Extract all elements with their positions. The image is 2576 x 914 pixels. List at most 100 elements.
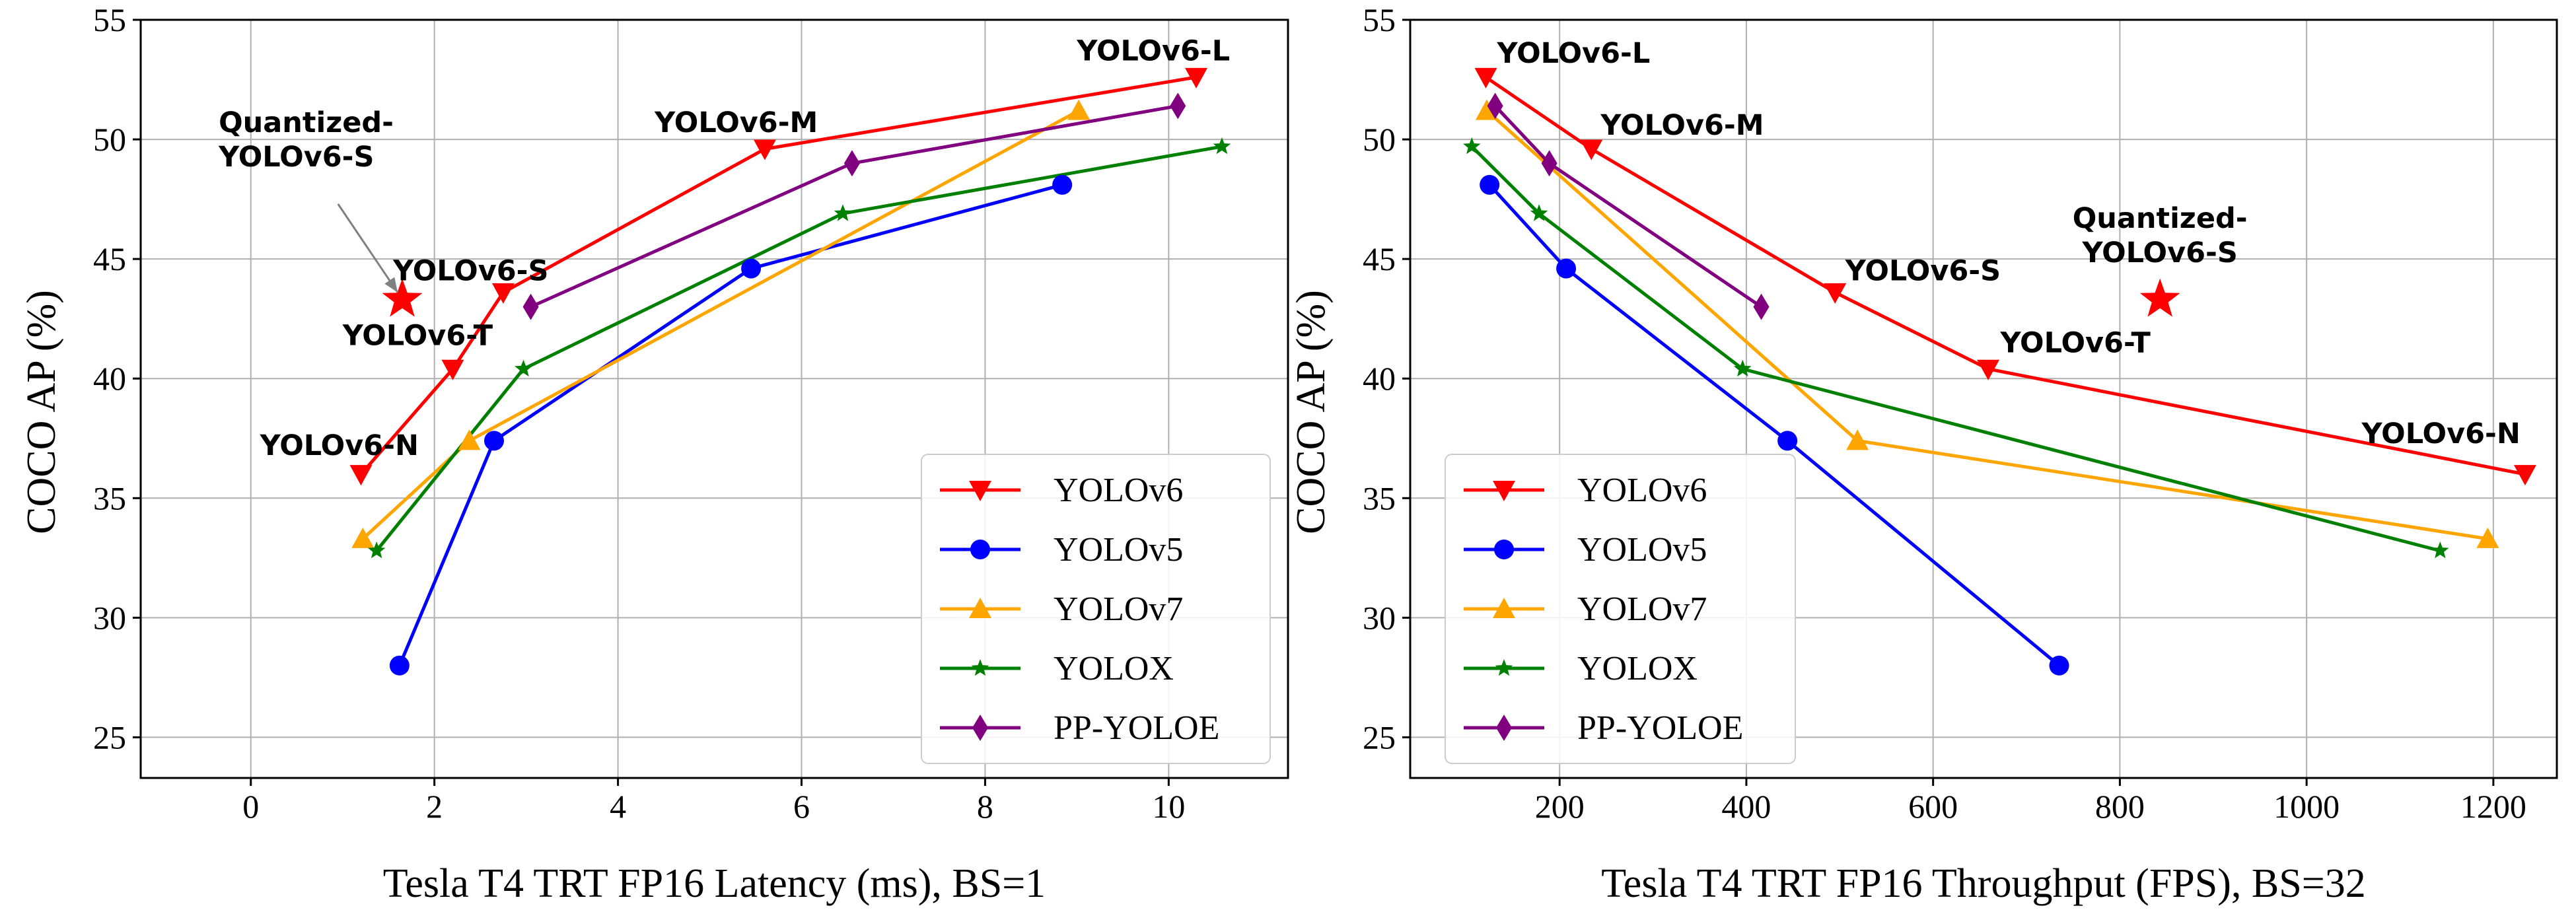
data-point-yolov6 [491,283,515,304]
annotation-line: YOLOv6-L [1076,35,1230,68]
annotation-label: YOLOv6-L [1496,37,1650,70]
x-tick-label: 2 [426,788,443,825]
x-tick-label: 0 [242,788,259,825]
annotation-line: YOLOv6-M [654,106,818,139]
x-tick-label: 200 [1535,788,1585,825]
legend-marker-yolov6 [1493,481,1515,501]
data-point-yolov5 [483,431,504,451]
data-point-yolov6 [349,465,373,486]
data-point-yolov6 [1474,67,1497,88]
legend-label-yolov5: YOLOv5 [1054,531,1183,569]
annotation-line: YOLOv6-N [260,429,419,462]
data-point-yolov6 [1824,283,1847,304]
data-point-yolox [1530,204,1548,221]
annotation-label: Quantized-YOLOv6-S [218,106,394,174]
legend: YOLOv6 YOLOv5 YOLOv7 YOLOX PP-YOLOE [1445,454,1796,764]
annotation-label: YOLOv6-T [342,320,493,353]
data-point-yolov7 [1067,99,1091,120]
annotation-label: YOLOv6-S [1845,255,2001,288]
legend-marker-yolov5 [1494,540,1514,559]
annotation-label: YOLOv6-S [392,255,548,288]
data-point-quantized-yolov6-s [2139,278,2180,317]
data-point-yolov7 [1475,99,1498,120]
legend-marker-yolov5 [970,540,990,559]
annotation-line: YOLOv6-S [392,255,548,288]
x-tick-label: 10 [1152,788,1185,825]
data-point-yolov5 [1556,258,1577,279]
legend-label-pp-yoloe: PP-YOLOE [1577,709,1743,747]
plot-frame [139,18,1289,779]
x-tick-label: 600 [1908,788,1958,825]
x-tick-label: 8 [977,788,993,825]
legend-label-yolox: YOLOX [1577,650,1698,687]
legend-box [1445,454,1796,764]
data-point-yolov5 [1052,174,1073,195]
data-point-yolov7 [1846,429,1869,450]
y-tick-label: 45 [1363,240,1396,277]
legend-marker-pp-yoloe [1496,715,1512,741]
x-tick-label: 800 [2095,788,2145,825]
y-tick-label: 25 [93,719,126,756]
y-axis-label: COCO AP (%) [1289,290,1334,534]
data-point-yolox [1213,137,1231,155]
series-line-yolov5 [398,183,1063,666]
y-tick-label: 30 [93,599,126,636]
x-axis-label: Tesla T4 TRT FP16 Latency (ms), BS=1 [383,861,1046,906]
annotation-arrow-head [384,277,398,293]
y-tick-label: 40 [93,360,126,397]
data-point-yolox [1463,137,1481,155]
data-point-yolov7 [458,429,481,450]
y-tick-label: 50 [93,121,126,158]
y-tick-label: 35 [93,479,126,516]
annotation-line: YOLOv6-L [1496,37,1650,70]
data-point-yolox [515,359,532,377]
series-line-yolox [375,145,1223,552]
legend-marker-yolov6 [969,481,991,501]
annotation-line: Quantized- [2073,202,2248,235]
legend-marker-yolox [971,659,989,676]
data-point-yolov6 [1185,67,1208,88]
data-point-yolov7 [2476,527,2499,548]
data-point-yolov5 [1480,174,1500,195]
legend-label-yolov6: YOLOv6 [1577,472,1707,509]
data-point-yolov5 [1777,431,1798,451]
annotation-arrow-line [337,203,399,293]
y-tick-label: 25 [1363,719,1396,756]
annotation-line: YOLOv6-N [2361,417,2521,450]
data-point-yolov6 [1580,139,1603,160]
legend-label-pp-yoloe: PP-YOLOE [1054,709,1219,747]
chart-left-latency: YOLOv6-N YOLOv6-T YOLOv6-S YOLOv6-M YOLOv6-L… [19,1,1289,906]
x-tick-label: 400 [1721,788,1771,825]
legend-label-yolov7: YOLOv7 [1054,590,1183,628]
annotation-line: YOLOv6-S [218,141,374,174]
annotation-label: Quantized-YOLOv6-S [2073,202,2248,269]
series-line-yolov5 [1488,184,2061,667]
legend-marker-pp-yoloe [972,715,988,741]
data-point-yolov6 [1977,359,2000,380]
legend-marker-yolov7 [969,598,991,618]
annotation-line: YOLOv6-T [342,320,493,353]
data-point-pp-yoloe [1170,92,1186,120]
annotation-line: YOLOv6-T [1999,326,2151,359]
data-point-pp-yoloe [522,293,539,320]
data-point-yolox [1734,359,1752,377]
legend: YOLOv6 YOLOv5 YOLOv7 YOLOX PP-YOLOE [921,454,1271,764]
y-axis-label: COCO AP (%) [19,290,64,534]
legend-marker-yolox [1495,659,1513,676]
data-point-yolov5 [389,655,410,676]
y-tick-label: 55 [1363,1,1396,38]
data-point-yolov6 [441,359,464,380]
legend-label-yolov6: YOLOv6 [1054,472,1183,509]
x-axis-label: Tesla T4 TRT FP16 Throughput (FPS), BS=3… [1601,861,2365,906]
data-point-pp-yoloe [1753,293,1770,320]
data-point-yolov6 [2513,465,2536,486]
annotation-label: YOLOv6-M [1600,109,1764,142]
annotation-label: YOLOv6-N [260,429,419,462]
legend-box [921,454,1271,764]
y-tick-label: 30 [1363,599,1396,636]
data-point-quantized-yolov6-s [382,278,423,317]
annotation-line: YOLOv6-M [1600,109,1764,142]
x-tick-label: 1200 [2460,788,2526,825]
data-point-yolov5 [2049,655,2069,676]
annotation-label: YOLOv6-M [654,106,818,139]
